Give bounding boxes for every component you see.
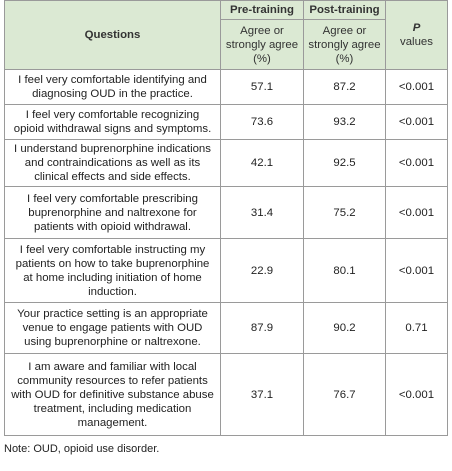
value-cell: 0.71 — [385, 302, 448, 354]
value-cell: 80.1 — [303, 238, 386, 303]
question-cell: I feel very comfortable prescribing bupr… — [4, 186, 221, 239]
header-cell: Agree or strongly agree (%) — [220, 19, 304, 70]
value-cell: 31.4 — [220, 186, 304, 239]
value-cell: 87.9 — [220, 302, 304, 354]
header-cell: Questions — [4, 0, 221, 70]
value-cell: 57.1 — [220, 69, 304, 105]
table-row: I feel very comfortable recognizing opio… — [4, 104, 448, 140]
header-cell: Pre-training — [220, 0, 304, 20]
question-cell: I feel very comfortable recognizing opio… — [4, 104, 221, 140]
note: Note: OUD, opioid use disorder. — [4, 443, 160, 455]
header-cell: Post-training — [303, 0, 386, 20]
table-row: I feel very comfortable instructing my p… — [4, 238, 448, 303]
table-row: I feel very comfortable identifying and … — [4, 69, 448, 105]
question-cell: Your practice setting is an appropriate … — [4, 302, 221, 354]
header-row: Agree or strongly agree (%) Agree or str… — [5, 19, 448, 70]
value-cell: <0.001 — [385, 69, 448, 105]
header-cell: Agree or strongly agree (%) — [303, 19, 386, 70]
value-cell: 87.2 — [303, 69, 386, 105]
question-cell: I feel very comfortable instructing my p… — [4, 238, 221, 303]
table-row: Your practice setting is an appropriate … — [4, 302, 448, 354]
value-cell: <0.001 — [385, 139, 448, 187]
value-cell: 73.6 — [220, 104, 304, 140]
value-cell: <0.001 — [385, 104, 448, 140]
value-cell: 37.1 — [220, 353, 304, 436]
table-row: I feel very comfortable prescribing bupr… — [4, 186, 448, 239]
p-symbol: P — [412, 22, 421, 34]
value-cell: <0.001 — [385, 186, 448, 239]
value-cell: 92.5 — [303, 139, 386, 187]
value-cell: 75.2 — [303, 186, 386, 239]
p-word: values — [400, 36, 433, 48]
value-cell: 93.2 — [303, 104, 386, 140]
value-cell: 76.7 — [303, 353, 386, 436]
value-cell: 22.9 — [220, 238, 304, 303]
table-row: I understand buprenorphine indications a… — [4, 139, 448, 187]
value-cell: 42.1 — [220, 139, 304, 187]
value-cell: 90.2 — [303, 302, 386, 354]
table-row: I am aware and familiar with local commu… — [4, 353, 448, 436]
question-cell: I feel very comfortable identifying and … — [4, 69, 221, 105]
value-cell: <0.001 — [385, 238, 448, 303]
question-cell: I understand buprenorphine indications a… — [4, 139, 221, 187]
question-cell: I am aware and familiar with local commu… — [4, 353, 221, 436]
table-body: I feel very comfortable identifying and … — [4, 69, 448, 436]
value-cell: <0.001 — [385, 353, 448, 436]
